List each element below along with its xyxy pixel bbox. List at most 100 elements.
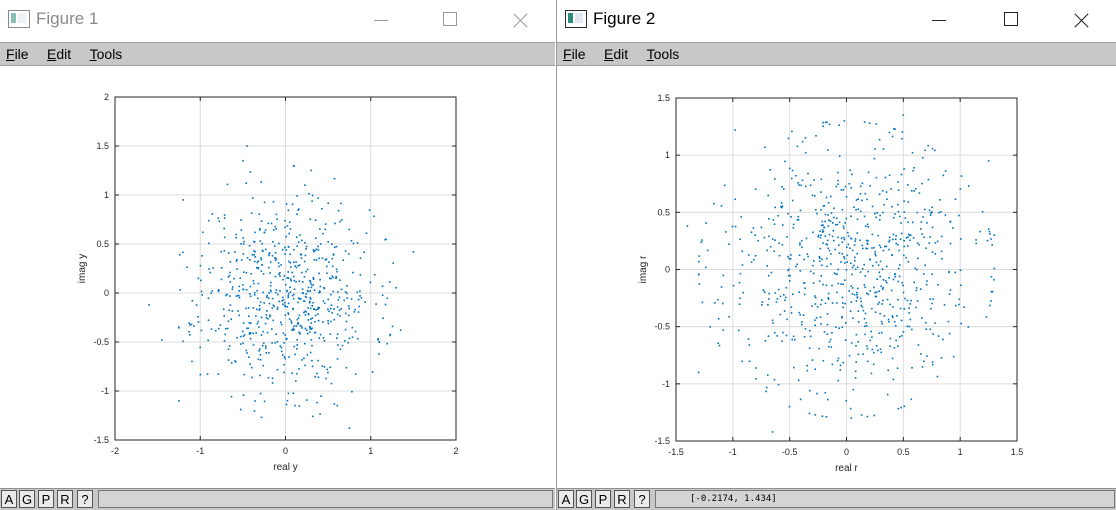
- data-point: [305, 245, 308, 248]
- data-point: [831, 302, 834, 304]
- data-point: [261, 344, 264, 347]
- data-point: [878, 193, 881, 196]
- data-point: [862, 247, 864, 250]
- autoscale-button[interactable]: A: [1, 490, 17, 508]
- data-point: [266, 294, 268, 297]
- menu-file[interactable]: File: [6, 46, 29, 62]
- data-point: [882, 211, 884, 214]
- data-point: [889, 303, 891, 306]
- data-point: [821, 264, 823, 267]
- data-point: [892, 316, 894, 319]
- data-point: [785, 334, 788, 337]
- data-point: [276, 306, 279, 309]
- data-point: [827, 298, 830, 300]
- minimize-icon[interactable]: [916, 6, 962, 34]
- grid-button[interactable]: G: [19, 490, 35, 508]
- data-point: [841, 326, 844, 329]
- data-point: [921, 233, 923, 235]
- data-point: [870, 330, 872, 333]
- data-point: [936, 240, 939, 243]
- menu-edit[interactable]: Edit: [604, 46, 629, 62]
- data-point: [250, 212, 253, 214]
- data-point: [854, 377, 857, 379]
- data-point: [845, 399, 848, 402]
- data-point: [993, 278, 995, 281]
- data-point: [259, 374, 261, 377]
- menu-tools[interactable]: Tools: [646, 46, 680, 62]
- menu-edit[interactable]: Edit: [47, 46, 72, 62]
- autoscale-button[interactable]: A: [558, 490, 574, 508]
- help-button[interactable]: ?: [77, 490, 93, 508]
- menu-tools[interactable]: Tools: [89, 46, 123, 62]
- pan-button[interactable]: P: [595, 490, 611, 508]
- data-point: [875, 261, 878, 264]
- data-point: [864, 312, 867, 315]
- data-point: [252, 344, 255, 346]
- figure-1-window[interactable]: Figure 1 File Edit Tools -2 -1 0 1 2 -1.5 -1 -0…: [0, 0, 555, 510]
- y-tick-label: -1: [662, 379, 670, 389]
- menu-file[interactable]: File: [563, 46, 586, 62]
- data-point: [309, 307, 312, 310]
- data-point: [917, 344, 920, 346]
- scatter-plot-2[interactable]: -1.5 -1 -0.5 0 0.5 1 1.5-1.5-1-0.500.511.5real…: [557, 66, 1116, 486]
- data-point: [771, 238, 774, 240]
- pan-button[interactable]: P: [38, 490, 54, 508]
- data-point: [249, 332, 252, 334]
- data-point: [927, 144, 929, 147]
- minimize-icon[interactable]: [358, 6, 404, 34]
- data-point: [888, 248, 890, 251]
- data-point: [289, 278, 292, 280]
- data-point: [686, 225, 689, 227]
- data-point: [850, 262, 852, 265]
- data-point: [857, 353, 860, 356]
- data-point: [987, 228, 990, 230]
- data-point: [752, 227, 755, 229]
- data-point: [287, 209, 290, 212]
- data-point: [240, 335, 242, 338]
- rotate-button[interactable]: R: [57, 490, 73, 508]
- data-point: [768, 292, 770, 295]
- data-point: [849, 169, 851, 172]
- data-point: [313, 289, 316, 291]
- data-point: [949, 220, 952, 223]
- data-point: [862, 309, 865, 312]
- data-point: [865, 325, 868, 327]
- data-point: [315, 259, 318, 261]
- data-point: [899, 264, 901, 266]
- data-point: [814, 414, 817, 416]
- title-bar[interactable]: Figure 2: [557, 0, 1116, 40]
- maximize-icon[interactable]: [427, 6, 473, 34]
- rotate-button[interactable]: R: [614, 490, 630, 508]
- data-point: [881, 288, 884, 290]
- data-point: [354, 308, 356, 311]
- menu-bar: File Edit Tools: [0, 42, 555, 66]
- data-point: [786, 236, 788, 238]
- figure-2-window[interactable]: Figure 2 File Edit Tools -1.5 -1 -0.5 0 0.5 1…: [556, 0, 1116, 510]
- data-point: [891, 357, 894, 360]
- data-point: [323, 302, 326, 305]
- title-bar[interactable]: Figure 1: [0, 0, 555, 40]
- data-point: [814, 324, 816, 327]
- maximize-icon[interactable]: [988, 6, 1034, 34]
- data-point: [254, 231, 256, 234]
- data-point: [292, 165, 295, 167]
- data-point: [828, 233, 831, 236]
- data-point: [789, 167, 791, 170]
- data-point: [304, 314, 307, 316]
- data-point: [272, 200, 275, 203]
- figure-app-icon: [565, 10, 587, 28]
- data-point: [201, 255, 203, 257]
- close-icon[interactable]: [498, 6, 544, 34]
- close-icon[interactable]: [1059, 6, 1105, 34]
- data-point: [317, 197, 319, 199]
- data-point: [271, 342, 273, 344]
- grid-button[interactable]: G: [576, 490, 592, 508]
- data-point: [931, 206, 933, 209]
- data-point: [728, 243, 730, 245]
- data-point: [287, 292, 290, 295]
- data-point: [897, 203, 899, 206]
- data-point: [907, 245, 909, 247]
- data-point: [275, 213, 278, 216]
- help-button[interactable]: ?: [634, 490, 650, 508]
